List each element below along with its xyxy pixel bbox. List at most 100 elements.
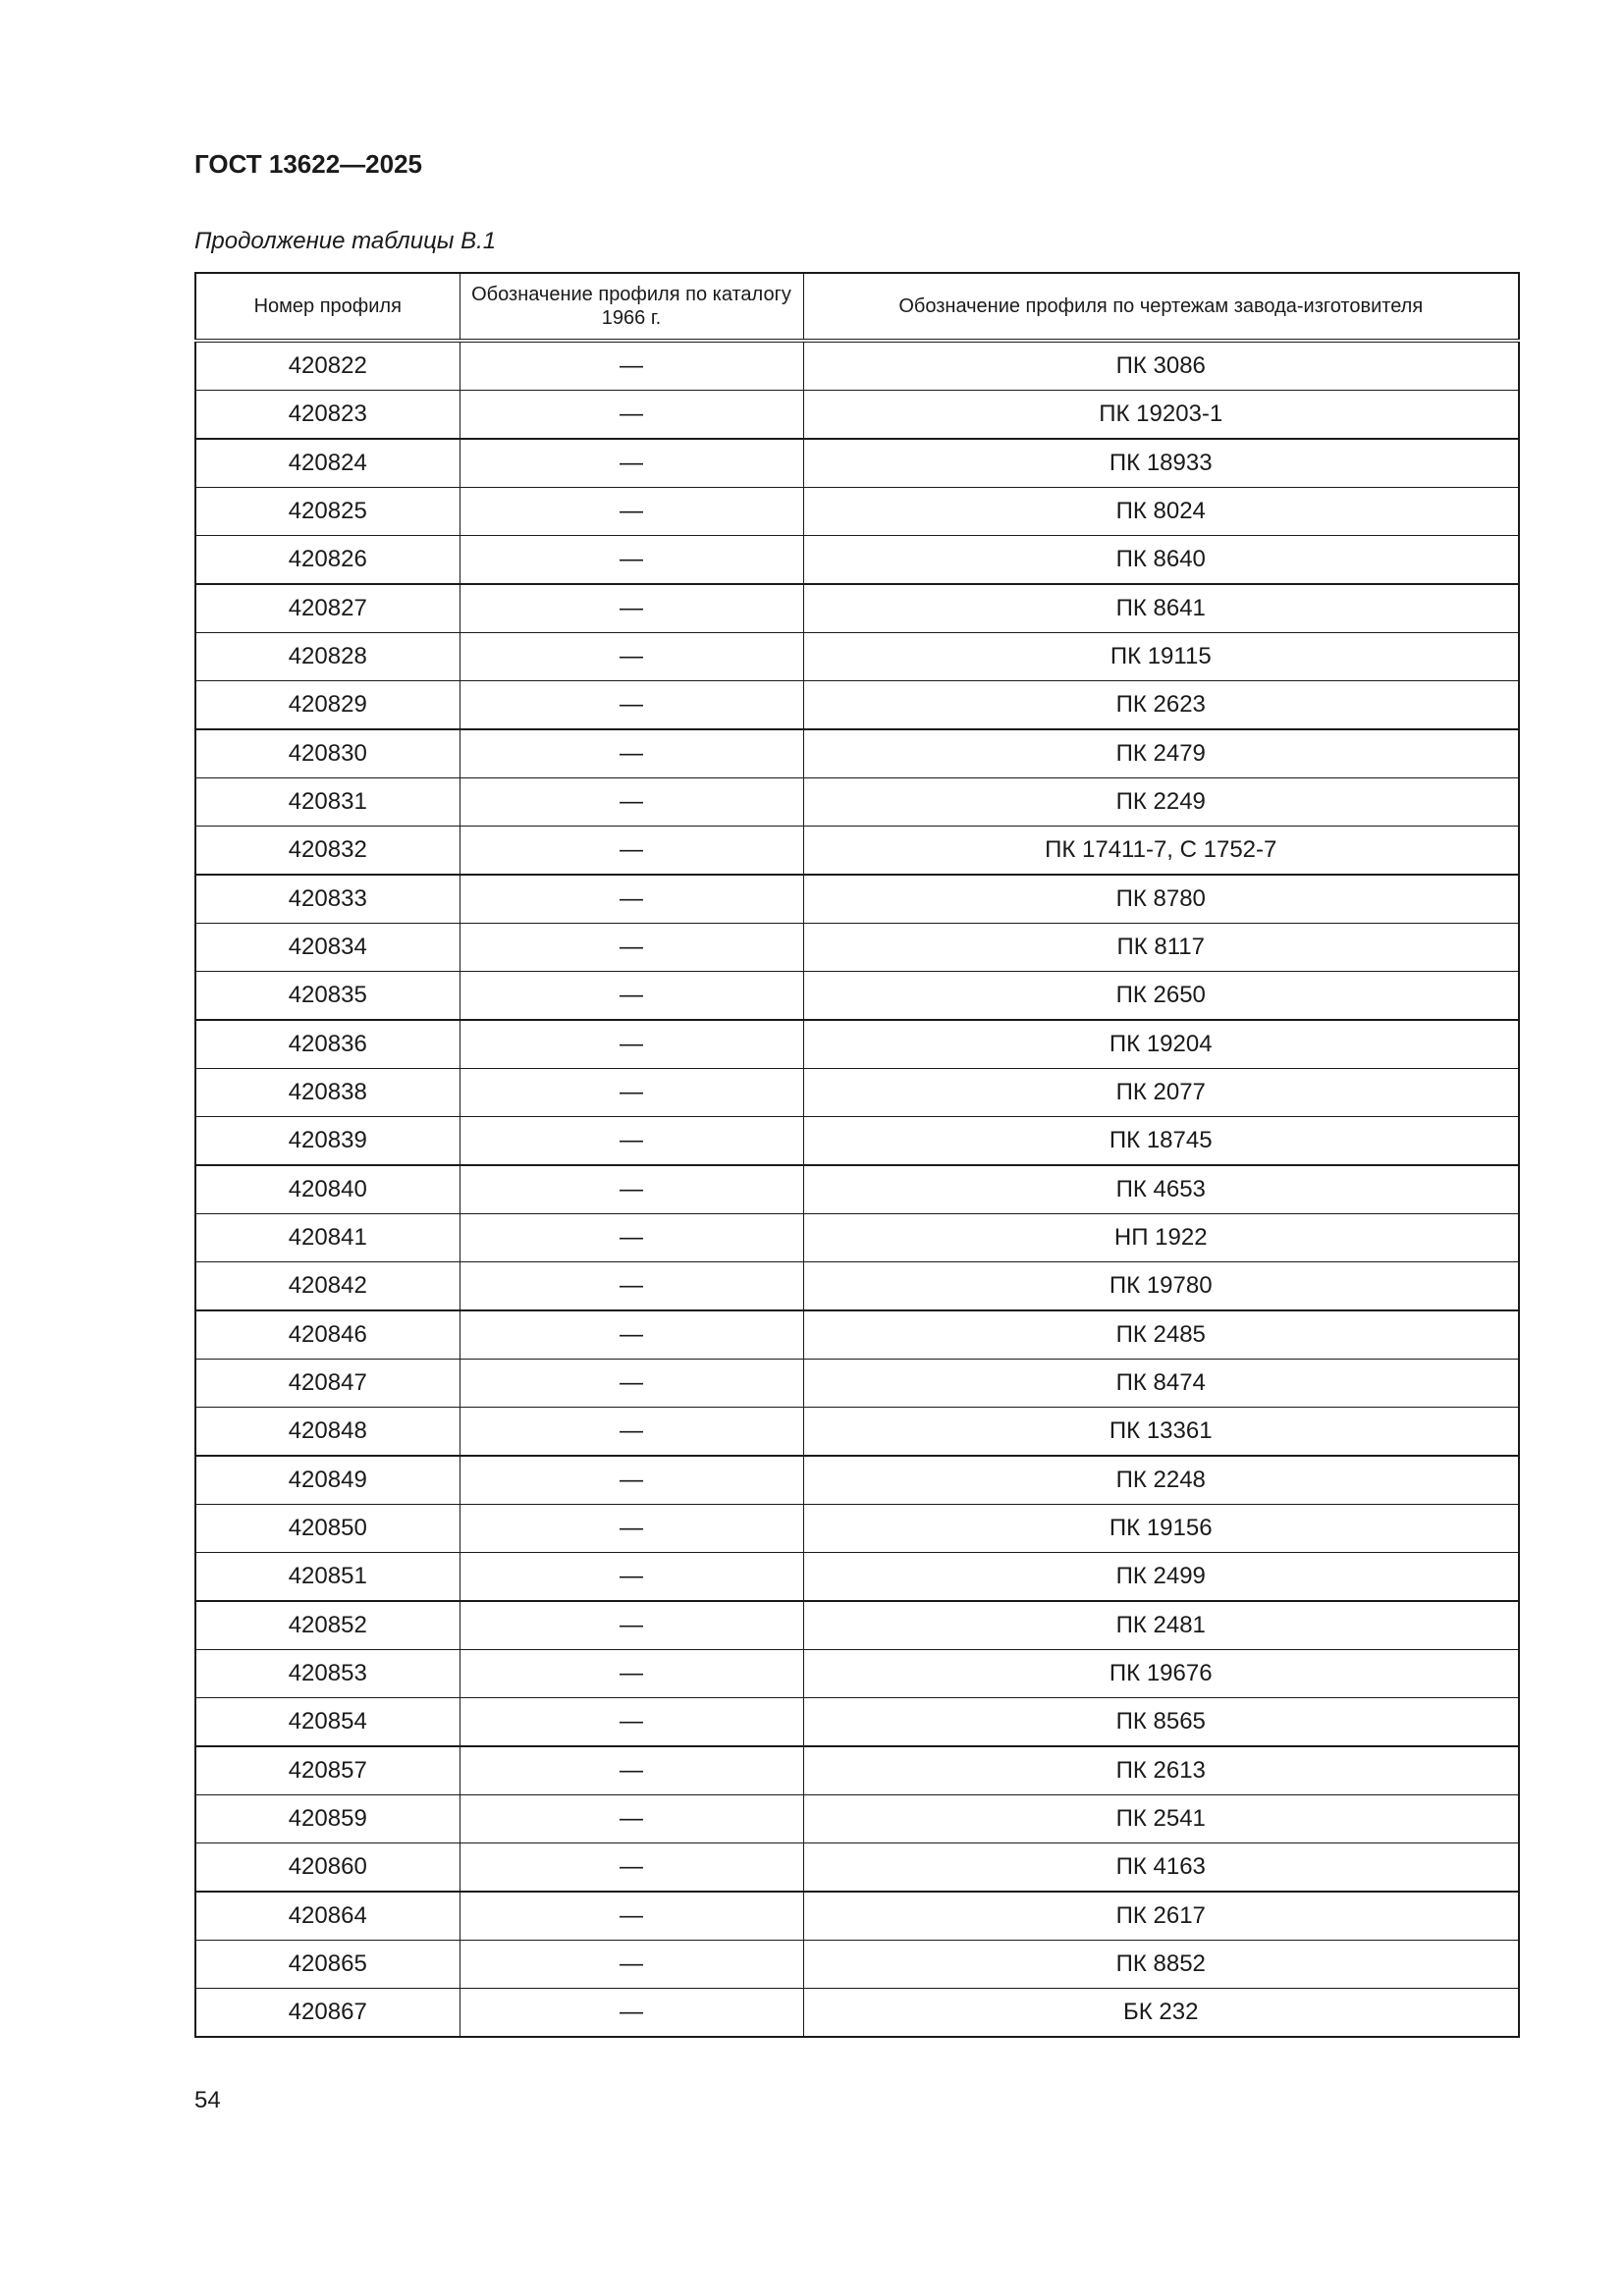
catalog-1966-cell: — [459,1745,804,1795]
profile-number-cell: 420834 [194,923,460,972]
catalog-1966-cell: — [459,1407,804,1457]
table-row: 420851— ПК 2499 [194,1552,1520,1602]
table-row: 420828— ПК 19115 [194,632,1520,681]
manufacturer-drawing-cell: ПК 19156 [802,1504,1520,1553]
catalog-1966-cell: — [459,1940,804,1989]
manufacturer-drawing-cell: ПК 19204 [802,1019,1520,1069]
profile-number-cell: 420848 [194,1407,460,1457]
table-row: 420842— ПК 19780 [194,1261,1520,1311]
catalog-1966-cell: — [459,777,804,827]
table-caption: Продолжение таблицы В.1 [194,228,497,254]
manufacturer-drawing-cell: ПК 19780 [802,1261,1520,1311]
table-row: 420864— ПК 2617 [194,1891,1520,1941]
catalog-1966-cell: — [459,728,804,778]
table-row: 420822— ПК 3086 [194,340,1520,391]
profile-number-cell: 420847 [194,1359,460,1408]
profile-number-cell: 420833 [194,874,460,924]
profile-table: Номер профиля Обозначение профиля по кат… [194,272,1520,2038]
manufacturer-drawing-cell: ПК 8474 [802,1359,1520,1408]
profile-number-cell: 420825 [194,487,460,536]
profile-number-cell: 420867 [194,1988,460,2038]
table-row: 420824— ПК 18933 [194,438,1520,488]
profile-number-cell: 420829 [194,680,460,730]
catalog-1966-cell: — [459,874,804,924]
manufacturer-drawing-cell: БК 232 [802,1988,1520,2038]
table-row: 420841— НП 1922 [194,1213,1520,1262]
profile-number-cell: 420824 [194,438,460,488]
manufacturer-drawing-cell: ПК 18933 [802,438,1520,488]
profile-number-cell: 420838 [194,1068,460,1117]
column-header-profile-number: Номер профиля [194,272,460,343]
table-row: 420867— БК 232 [194,1988,1520,2038]
catalog-1966-cell: — [459,1116,804,1166]
catalog-1966-cell: — [459,1988,804,2038]
column-header-catalog-1966: Обозначение профиля по каталогу 1966 г. [459,272,804,343]
profile-number-cell: 420823 [194,390,460,440]
manufacturer-drawing-cell: ПК 2479 [802,728,1520,778]
catalog-1966-cell: — [459,826,804,876]
manufacturer-drawing-cell: ПК 2481 [802,1600,1520,1650]
manufacturer-drawing-cell: ПК 3086 [802,340,1520,391]
catalog-1966-cell: — [459,535,804,585]
table-row: 420831— ПК 2249 [194,777,1520,827]
catalog-1966-cell: — [459,1891,804,1941]
table-row: 420853— ПК 19676 [194,1649,1520,1698]
table-row: 420854— ПК 8565 [194,1697,1520,1747]
manufacturer-drawing-cell: ПК 8565 [802,1697,1520,1747]
profile-number-cell: 420822 [194,340,460,391]
catalog-1966-cell: — [459,1261,804,1311]
catalog-1966-cell: — [459,583,804,633]
catalog-1966-cell: — [459,971,804,1021]
table-row: 420836— ПК 19204 [194,1019,1520,1069]
catalog-1966-cell: — [459,1794,804,1843]
table-row: 420859— ПК 2541 [194,1794,1520,1843]
profile-number-cell: 420835 [194,971,460,1021]
catalog-1966-cell: — [459,1359,804,1408]
manufacturer-drawing-cell: ПК 4653 [802,1164,1520,1214]
profile-number-cell: 420842 [194,1261,460,1311]
table-row: 420827— ПК 8641 [194,583,1520,633]
manufacturer-drawing-cell: ПК 2485 [802,1309,1520,1360]
table-row: 420833— ПК 8780 [194,874,1520,924]
profile-number-cell: 420849 [194,1455,460,1505]
table-row: 420850— ПК 19156 [194,1504,1520,1553]
catalog-1966-cell: — [459,1649,804,1698]
document-title: ГОСТ 13622—2025 [194,149,422,179]
catalog-1966-cell: — [459,487,804,536]
catalog-1966-cell: — [459,1504,804,1553]
profile-number-cell: 420864 [194,1891,460,1941]
manufacturer-drawing-cell: НП 1922 [802,1213,1520,1262]
table-row: 420830— ПК 2479 [194,728,1520,778]
catalog-1966-cell: — [459,438,804,488]
table-row: 420825— ПК 8024 [194,487,1520,536]
profile-number-cell: 420860 [194,1842,460,1893]
profile-number-cell: 420859 [194,1794,460,1843]
profile-number-cell: 420836 [194,1019,460,1069]
table-row: 420840— ПК 4653 [194,1164,1520,1214]
catalog-1966-cell: — [459,680,804,730]
profile-number-cell: 420839 [194,1116,460,1166]
page-number: 54 [194,2087,221,2113]
manufacturer-drawing-cell: ПК 4163 [802,1842,1520,1893]
manufacturer-drawing-cell: ПК 2248 [802,1455,1520,1505]
catalog-1966-cell: — [459,390,804,440]
catalog-1966-cell: — [459,1213,804,1262]
catalog-1966-cell: — [459,1019,804,1069]
profile-number-cell: 420853 [194,1649,460,1698]
manufacturer-drawing-cell: ПК 8117 [802,923,1520,972]
manufacturer-drawing-cell: ПК 8024 [802,487,1520,536]
catalog-1966-cell: — [459,1164,804,1214]
profile-number-cell: 420854 [194,1697,460,1747]
catalog-1966-cell: — [459,1068,804,1117]
table-row: 420823— ПК 19203-1 [194,390,1520,440]
table-row: 420834— ПК 8117 [194,923,1520,972]
table-row: 420849— ПК 2248 [194,1455,1520,1505]
table-row: 420860— ПК 4163 [194,1842,1520,1893]
column-header-manufacturer-drawing: Обозначение профиля по чертежам завода-и… [802,272,1520,343]
table-header-row: Номер профиля Обозначение профиля по кат… [194,272,1520,343]
profile-number-cell: 420828 [194,632,460,681]
table-row: 420838— ПК 2077 [194,1068,1520,1117]
manufacturer-drawing-cell: ПК 2613 [802,1745,1520,1795]
profile-number-cell: 420857 [194,1745,460,1795]
manufacturer-drawing-cell: ПК 19115 [802,632,1520,681]
